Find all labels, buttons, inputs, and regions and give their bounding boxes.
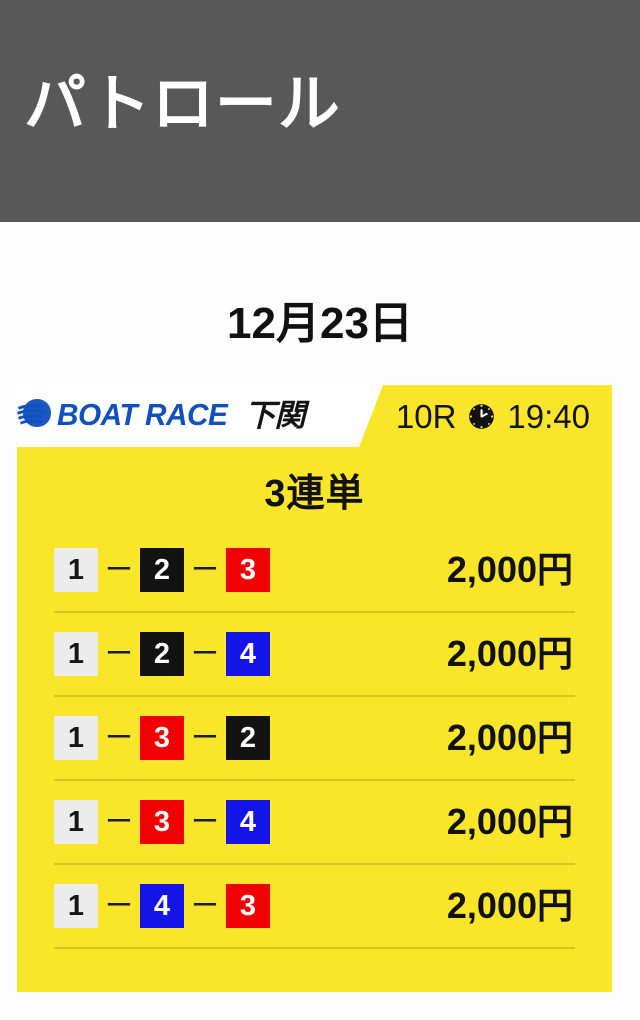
page-title: パトロール bbox=[24, 70, 341, 139]
combo-separator: ー bbox=[190, 722, 219, 753]
boat-number-box: 4 bbox=[226, 632, 270, 676]
boat-number-box: 2 bbox=[140, 548, 184, 592]
boat-number-box: 1 bbox=[54, 548, 98, 592]
venue-logo: BOAT RACE 下関 bbox=[17, 394, 305, 434]
bet-type-label: 3連単 bbox=[264, 473, 365, 515]
combo-separator: ー bbox=[104, 638, 133, 669]
clock-icon bbox=[469, 403, 495, 429]
bet-combination: 1 ー 2 ー 4 bbox=[54, 632, 270, 676]
combo-separator: ー bbox=[104, 890, 133, 921]
race-number: 10R bbox=[395, 397, 457, 435]
race-card-header: BOAT RACE 下関 10R 19:40 bbox=[17, 385, 612, 447]
combo-separator: ー bbox=[104, 554, 133, 585]
venue-logo-brand: BOAT RACE bbox=[57, 396, 228, 432]
bet-combination: 1 ー 4 ー 3 bbox=[54, 884, 270, 928]
page-header: パトロール bbox=[0, 0, 640, 222]
table-row[interactable]: 1 ー 2 ー 3 2,000円 bbox=[54, 529, 575, 613]
combo-separator: ー bbox=[190, 890, 219, 921]
bet-amount: 2,000円 bbox=[446, 885, 573, 926]
page-body: 12月23日 BOAT RACE 下関 10R bbox=[0, 222, 640, 1020]
boat-number-box: 2 bbox=[140, 632, 184, 676]
bet-combination: 1 ー 3 ー 4 bbox=[54, 800, 270, 844]
bet-amount: 2,000円 bbox=[446, 717, 573, 758]
race-date-label: 12月23日 bbox=[227, 299, 413, 348]
boat-number-box: 1 bbox=[54, 632, 98, 676]
bet-amount: 2,000円 bbox=[446, 801, 573, 842]
boat-number-box: 3 bbox=[140, 800, 184, 844]
race-card-body: 3連単 1 ー 2 ー 3 2,000円 1 ー bbox=[17, 447, 612, 992]
table-row[interactable]: 1 ー 2 ー 4 2,000円 bbox=[54, 613, 575, 697]
boat-number-box: 4 bbox=[226, 800, 270, 844]
table-row[interactable]: 1 ー 3 ー 2 2,000円 bbox=[54, 697, 575, 781]
venue-logo-name: 下関 bbox=[244, 397, 305, 433]
boat-number-box: 1 bbox=[54, 800, 98, 844]
bet-list: 1 ー 2 ー 3 2,000円 1 ー 2 ー 4 bbox=[17, 529, 612, 949]
combo-separator: ー bbox=[190, 638, 219, 669]
bet-combination: 1 ー 2 ー 3 bbox=[54, 548, 270, 592]
combo-separator: ー bbox=[190, 806, 219, 837]
bet-combination: 1 ー 3 ー 2 bbox=[54, 716, 270, 760]
boat-number-box: 1 bbox=[54, 884, 98, 928]
boat-number-box: 2 bbox=[226, 716, 270, 760]
combo-separator: ー bbox=[190, 554, 219, 585]
race-card: BOAT RACE 下関 10R 19:40 bbox=[17, 385, 612, 992]
boat-number-box: 3 bbox=[226, 884, 270, 928]
table-row[interactable]: 1 ー 4 ー 3 2,000円 bbox=[54, 865, 575, 949]
table-row[interactable]: 1 ー 3 ー 4 2,000円 bbox=[54, 781, 575, 865]
boat-number-box: 1 bbox=[54, 716, 98, 760]
race-start-time: 19:40 bbox=[507, 397, 590, 435]
race-meta: 10R 19:40 bbox=[396, 385, 590, 447]
bet-amount: 2,000円 bbox=[446, 633, 573, 674]
combo-separator: ー bbox=[104, 806, 133, 837]
combo-separator: ー bbox=[104, 722, 133, 753]
boat-number-box: 3 bbox=[226, 548, 270, 592]
bet-amount: 2,000円 bbox=[446, 549, 573, 590]
boat-number-box: 3 bbox=[140, 716, 184, 760]
boat-number-box: 4 bbox=[140, 884, 184, 928]
boat-race-globe-icon bbox=[17, 399, 51, 427]
